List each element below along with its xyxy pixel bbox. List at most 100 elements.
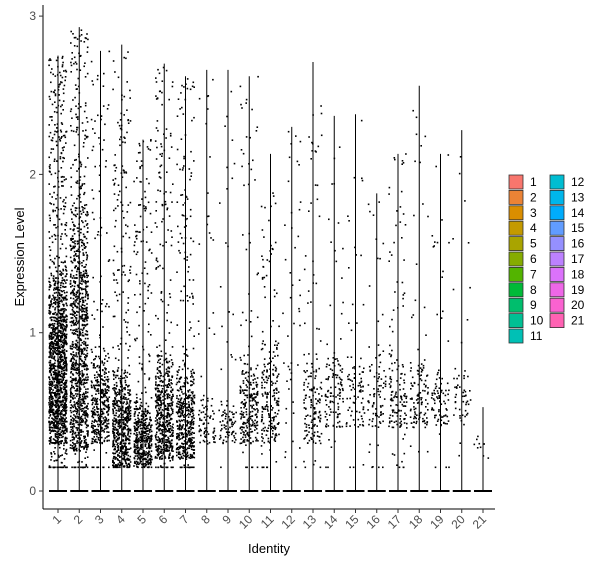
data-point — [99, 419, 101, 421]
data-point — [55, 198, 57, 200]
data-point — [71, 426, 74, 428]
y-tick-label: 1 — [29, 326, 36, 340]
data-point — [155, 438, 158, 441]
data-point — [136, 465, 138, 468]
data-point — [80, 410, 83, 412]
data-point — [160, 401, 162, 404]
data-point — [123, 56, 125, 59]
data-point — [127, 392, 129, 394]
data-point — [158, 444, 160, 447]
data-point — [60, 271, 63, 274]
data-point — [159, 417, 161, 419]
data-point — [73, 202, 75, 204]
data-point — [82, 383, 85, 386]
data-point — [63, 458, 66, 460]
data-point — [189, 455, 192, 457]
data-point — [98, 384, 101, 387]
x-tick-label: 14 — [321, 512, 341, 532]
data-point — [133, 415, 136, 417]
data-point — [85, 289, 87, 292]
data-point — [125, 436, 127, 438]
data-point — [150, 252, 153, 254]
data-point — [164, 435, 166, 438]
data-point — [59, 156, 62, 158]
data-point — [73, 378, 75, 380]
data-point — [159, 432, 162, 435]
data-point — [80, 404, 82, 406]
data-point — [168, 431, 171, 433]
data-point — [84, 325, 87, 327]
data-point — [125, 384, 128, 386]
data-point — [170, 439, 173, 442]
data-point — [143, 413, 146, 415]
data-point — [73, 449, 76, 452]
data-point — [55, 206, 58, 209]
data-point — [172, 423, 174, 426]
data-point — [117, 453, 119, 456]
data-point — [119, 419, 121, 422]
data-point — [170, 146, 173, 148]
data-point — [94, 439, 96, 441]
data-point — [51, 391, 54, 394]
data-point — [71, 445, 74, 447]
data-point — [78, 403, 80, 405]
data-point — [129, 201, 132, 204]
data-point — [167, 374, 170, 376]
data-point — [85, 324, 88, 326]
data-point — [60, 290, 63, 292]
data-point — [138, 449, 141, 451]
data-point — [96, 400, 98, 403]
data-point — [65, 450, 67, 452]
data-point — [114, 225, 116, 228]
data-point — [188, 445, 190, 447]
data-point — [60, 131, 63, 133]
data-point — [58, 305, 61, 307]
data-point — [157, 466, 160, 469]
data-point — [166, 408, 169, 410]
data-point — [79, 396, 81, 399]
data-point — [78, 460, 81, 463]
data-point — [59, 71, 61, 74]
data-point — [156, 414, 159, 416]
data-point — [159, 393, 162, 396]
data-point — [78, 268, 80, 270]
data-point — [70, 396, 72, 398]
data-point — [123, 264, 126, 267]
data-point — [129, 432, 132, 435]
data-point — [159, 264, 161, 267]
data-point — [80, 287, 83, 290]
data-point — [176, 115, 179, 117]
data-point — [81, 461, 83, 463]
data-point — [79, 379, 82, 381]
data-point — [105, 160, 107, 162]
data-point — [63, 419, 66, 422]
data-point — [122, 291, 124, 293]
data-point — [156, 431, 158, 434]
data-point — [85, 407, 88, 409]
data-point — [65, 196, 67, 199]
data-point — [50, 436, 52, 438]
data-point — [73, 364, 75, 366]
data-point — [158, 452, 160, 455]
data-point — [57, 436, 60, 438]
data-point — [114, 177, 117, 180]
data-point — [60, 403, 63, 405]
data-point — [59, 356, 61, 358]
data-point — [144, 465, 147, 467]
data-point — [162, 444, 165, 447]
data-point — [71, 378, 74, 380]
data-point — [112, 430, 115, 433]
data-point — [98, 355, 100, 358]
data-point — [72, 441, 74, 444]
data-point — [133, 432, 136, 435]
data-point — [80, 317, 82, 319]
data-point — [82, 300, 84, 302]
data-point — [114, 397, 117, 400]
data-point — [71, 433, 74, 436]
data-point — [62, 359, 64, 362]
data-point — [129, 272, 132, 274]
data-point — [158, 369, 160, 372]
y-tick-label: 2 — [29, 167, 36, 181]
data-point — [58, 428, 61, 431]
data-point — [113, 402, 116, 405]
